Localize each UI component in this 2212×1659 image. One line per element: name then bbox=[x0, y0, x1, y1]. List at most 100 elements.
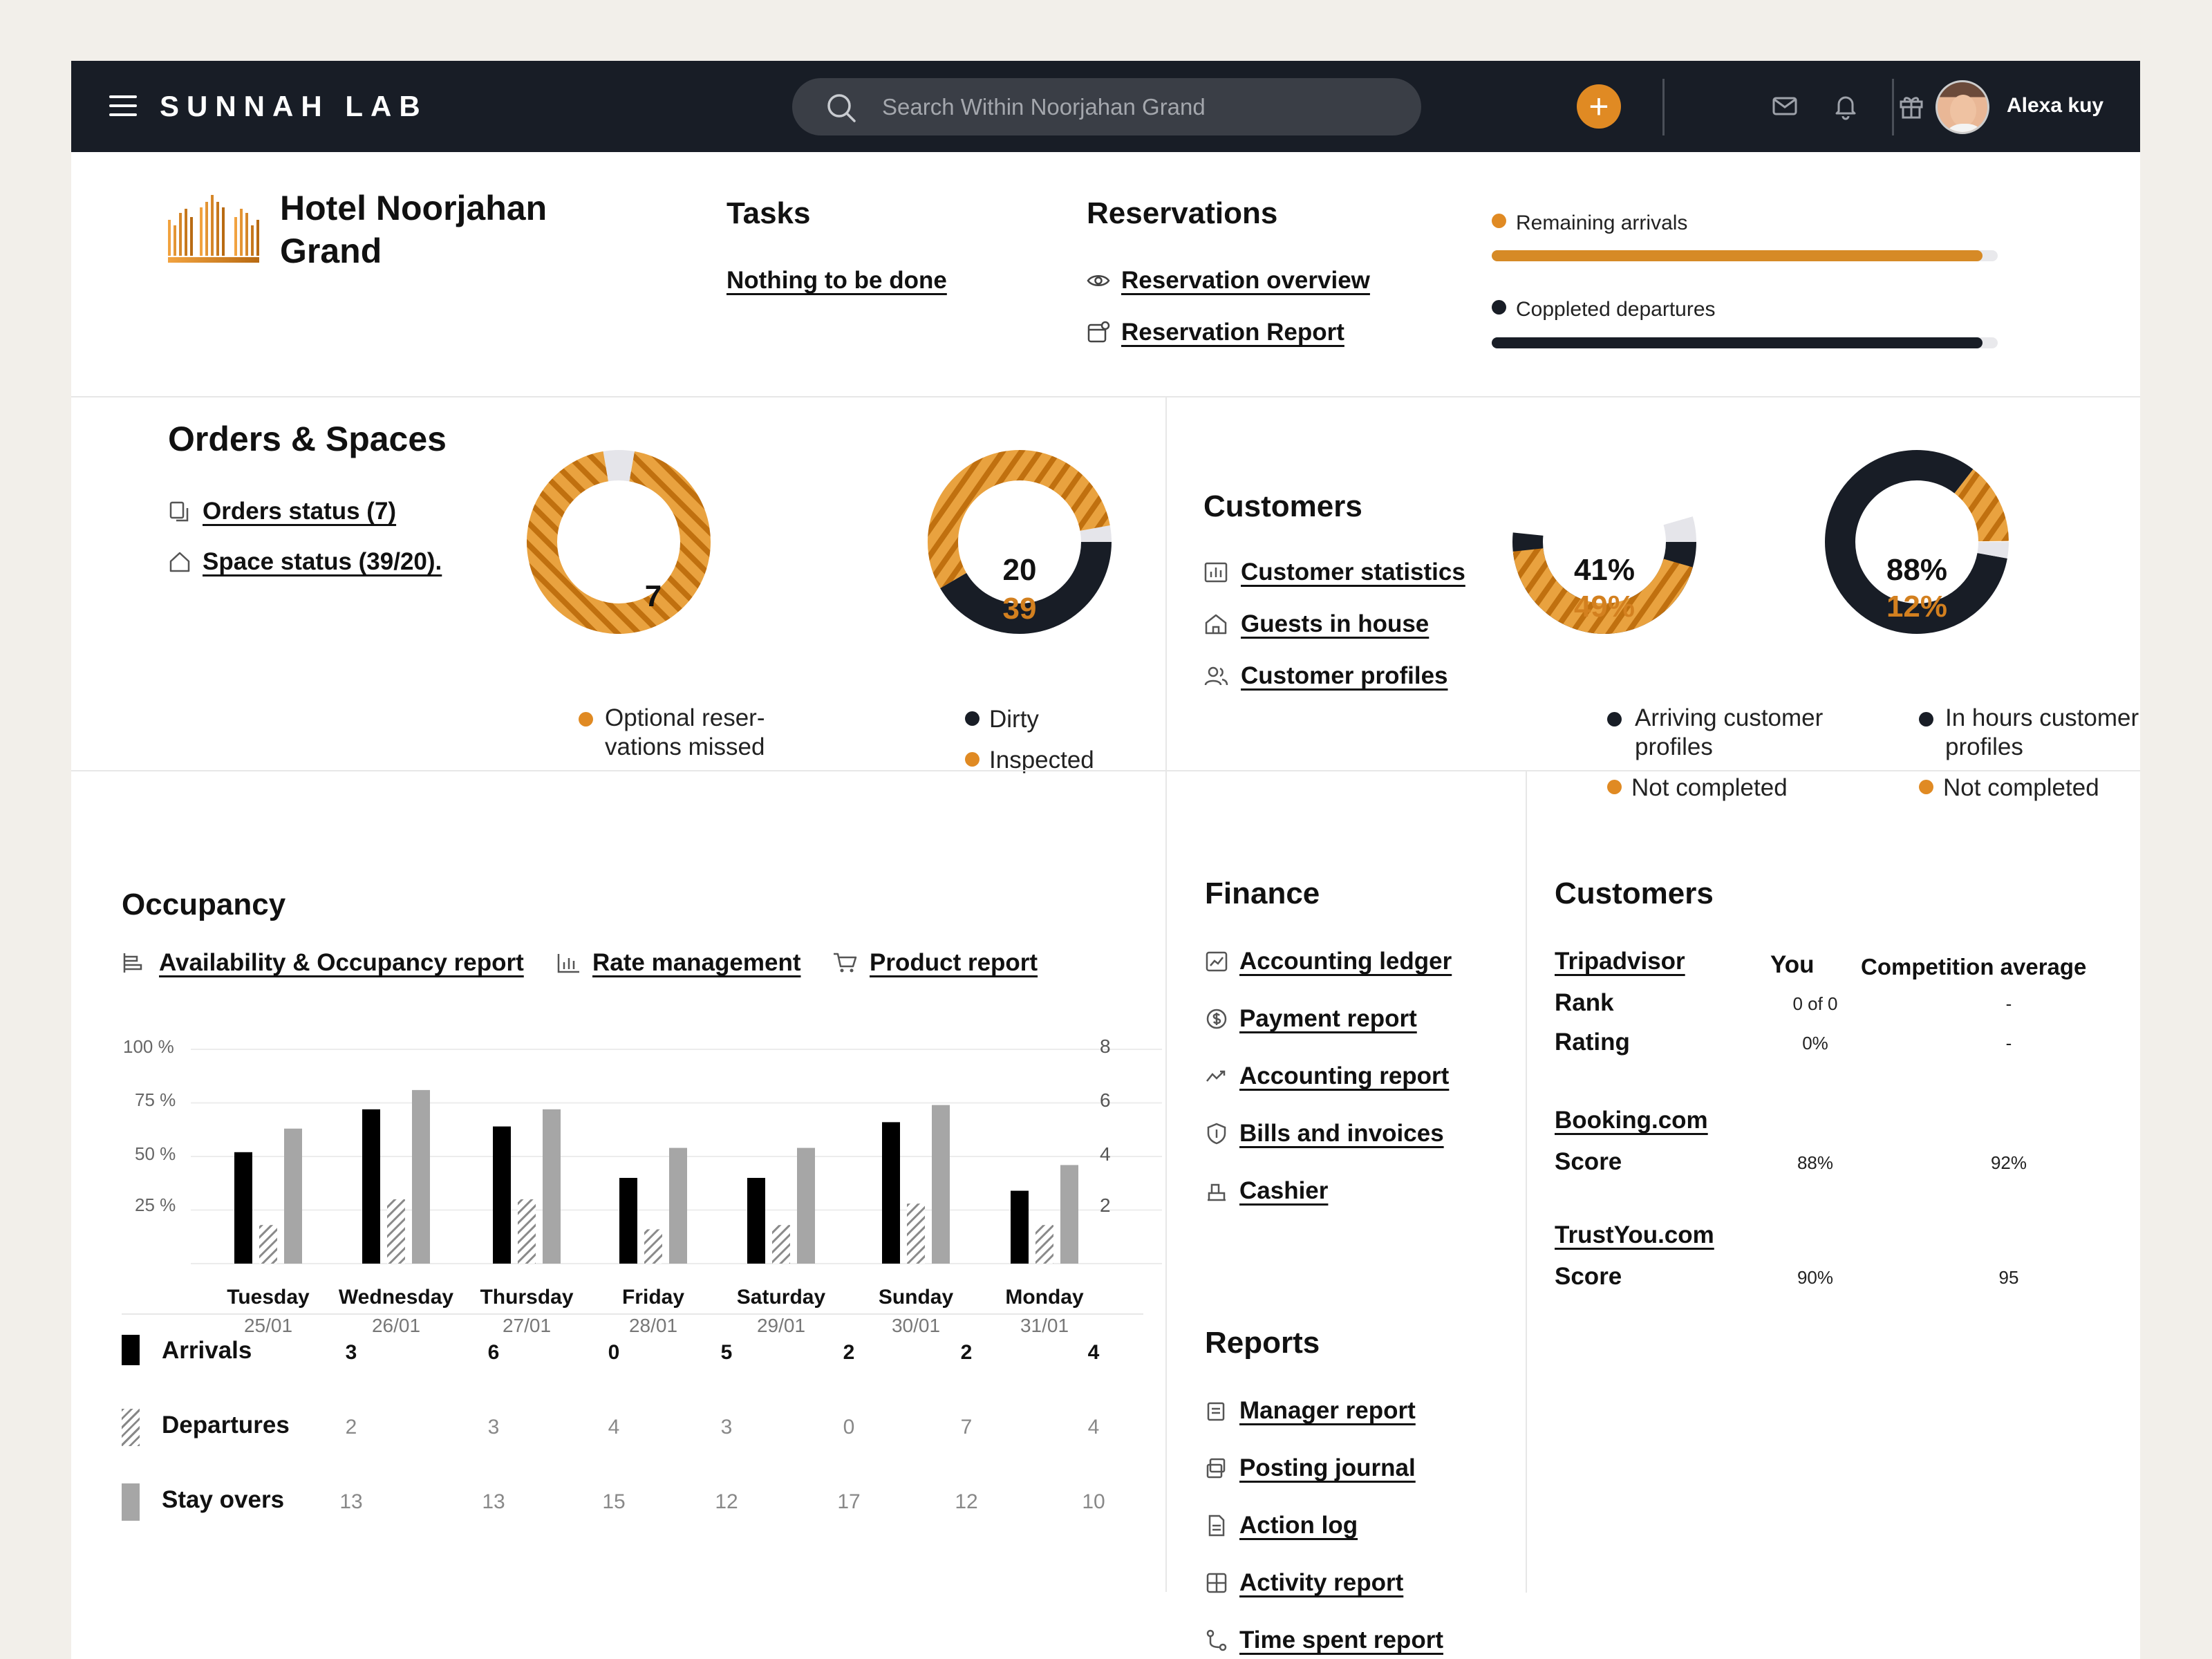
brand-logo-text: SUNNAH LAB bbox=[160, 90, 428, 122]
table-cell: 12 bbox=[955, 1490, 978, 1513]
add-button[interactable]: + bbox=[1577, 84, 1621, 129]
metric-label: Score bbox=[1555, 1148, 1622, 1175]
day-date: 29/01 bbox=[756, 1315, 806, 1336]
finance-link[interactable]: Payment report bbox=[1239, 1005, 1417, 1032]
report-link[interactable]: Time spent report bbox=[1239, 1627, 1443, 1653]
day-date: 27/01 bbox=[502, 1315, 552, 1336]
report-row[interactable]: Posting journal bbox=[1205, 1454, 1416, 1482]
rate-management-row[interactable]: Rate management bbox=[556, 949, 800, 977]
bell-icon[interactable] bbox=[1833, 93, 1859, 120]
metric-you: 0% bbox=[1802, 1033, 1828, 1053]
report-link[interactable]: Manager report bbox=[1239, 1397, 1416, 1424]
review-source-link[interactable]: TrustYou.com bbox=[1555, 1221, 1714, 1248]
grid-icon bbox=[1206, 1573, 1227, 1593]
customer-statistics-row[interactable]: Customer statistics bbox=[1203, 559, 1465, 586]
day-name: Friday bbox=[621, 1286, 685, 1309]
report-row[interactable]: Activity report bbox=[1205, 1569, 1403, 1597]
day-date: 28/01 bbox=[628, 1315, 678, 1336]
search-bar[interactable] bbox=[792, 78, 1421, 135]
not-completed-legend-2: Not completed bbox=[1919, 774, 2099, 803]
space-status-link[interactable]: Space status (39/20). bbox=[203, 548, 442, 575]
customer-statistics-link[interactable]: Customer statistics bbox=[1241, 559, 1465, 585]
bar-stay-overs bbox=[932, 1105, 950, 1264]
report-row[interactable]: Time spent report bbox=[1205, 1627, 1443, 1654]
metric-competition: - bbox=[2005, 1033, 2012, 1053]
day-label: Friday 28/01 bbox=[584, 1286, 722, 1337]
metric-you: 90% bbox=[1797, 1267, 1834, 1288]
user-name[interactable]: Alexa kuy bbox=[2007, 94, 2104, 117]
day-name: Saturday bbox=[736, 1286, 826, 1309]
finance-row[interactable]: Cashier bbox=[1205, 1177, 1328, 1205]
reservation-overview-link[interactable]: Reservation overview bbox=[1121, 267, 1370, 294]
finance-link[interactable]: Cashier bbox=[1239, 1177, 1329, 1204]
dashboard-frame: SUNNAH LAB + Alexa kuy bbox=[71, 61, 2140, 1659]
tasks-title: Tasks bbox=[727, 196, 811, 230]
donut-chart-dirty-inspected bbox=[928, 450, 1112, 634]
space-status-row[interactable]: Space status (39/20). bbox=[168, 548, 442, 576]
finance-row[interactable]: Accounting report bbox=[1205, 1062, 1449, 1090]
departures-label: Departures bbox=[162, 1412, 290, 1438]
finance-row[interactable]: Accounting ledger bbox=[1205, 948, 1452, 975]
report-link[interactable]: Posting journal bbox=[1239, 1454, 1416, 1481]
toolbar-divider bbox=[1892, 79, 1894, 135]
table-cell: 4 bbox=[1087, 1416, 1100, 1438]
arrivals-label: Arrivals bbox=[162, 1337, 252, 1364]
finance-link[interactable]: Accounting report bbox=[1239, 1062, 1450, 1089]
legend-dot bbox=[1919, 712, 1933, 727]
table-divider bbox=[122, 1313, 1143, 1315]
guests-in-house-link[interactable]: Guests in house bbox=[1241, 610, 1430, 637]
table-cell: 4 bbox=[1087, 1341, 1100, 1364]
user-avatar[interactable] bbox=[1936, 80, 1989, 134]
report-link[interactable]: Activity report bbox=[1239, 1569, 1404, 1596]
report-row[interactable]: Manager report bbox=[1205, 1397, 1416, 1425]
finance-row[interactable]: Bills and invoices bbox=[1205, 1120, 1444, 1147]
reservation-report-row[interactable]: Reservation Report bbox=[1087, 319, 1344, 346]
reservation-report-link[interactable]: Reservation Report bbox=[1121, 319, 1344, 346]
search-input[interactable] bbox=[882, 78, 1394, 135]
completed-departures-label: Coppleted departures bbox=[1516, 298, 1716, 321]
product-report-link[interactable]: Product report bbox=[870, 949, 1038, 976]
finance-link[interactable]: Bills and invoices bbox=[1239, 1120, 1444, 1147]
bar-chart-icon bbox=[557, 954, 579, 973]
in-hours-profiles-legend: In hours customer profiles bbox=[1919, 704, 2139, 762]
hamburger-menu-icon[interactable] bbox=[109, 95, 137, 118]
customer-profiles-link[interactable]: Customer profiles bbox=[1241, 662, 1448, 689]
y-tick-75: 75 % bbox=[135, 1089, 176, 1110]
review-source-link[interactable]: Tripadvisor bbox=[1555, 948, 1685, 975]
table-cell: 7 bbox=[960, 1416, 973, 1438]
finance-row[interactable]: Payment report bbox=[1205, 1005, 1417, 1033]
donut4-bottom-value: 12% bbox=[1886, 590, 1948, 624]
inspected-legend: Inspected bbox=[965, 746, 1094, 775]
customers-comparison-title: Customers bbox=[1555, 877, 1714, 910]
house-icon bbox=[169, 552, 190, 572]
column-divider bbox=[1526, 770, 1527, 1593]
legend-dot bbox=[579, 712, 593, 727]
top-bar: SUNNAH LAB + Alexa kuy bbox=[71, 61, 2140, 152]
report-row[interactable]: Action log bbox=[1205, 1512, 1358, 1539]
metric-label: Rating bbox=[1555, 1029, 1630, 1056]
customer-profiles-row[interactable]: Customer profiles bbox=[1203, 662, 1448, 690]
shield-dollar-icon bbox=[1207, 1123, 1226, 1145]
table-cell: 13 bbox=[339, 1490, 363, 1513]
y-tick-100: 100 % bbox=[123, 1036, 174, 1057]
finance-link[interactable]: Accounting ledger bbox=[1239, 948, 1452, 975]
day-label: Sunday 30/01 bbox=[847, 1286, 985, 1337]
gift-icon[interactable] bbox=[1897, 93, 1925, 120]
tasks-link[interactable]: Nothing to be done bbox=[727, 267, 947, 294]
bar-stay-overs bbox=[543, 1109, 561, 1264]
availability-report-row[interactable]: Availability & Occupancy report bbox=[122, 949, 524, 977]
review-source-link[interactable]: Booking.com bbox=[1555, 1107, 1708, 1134]
day-label: Monday 31/01 bbox=[975, 1286, 1114, 1337]
bar-departures bbox=[1035, 1225, 1053, 1264]
orders-status-row[interactable]: Orders status (7) bbox=[168, 498, 396, 525]
completed-departures-bar bbox=[1492, 337, 1998, 348]
product-report-row[interactable]: Product report bbox=[832, 949, 1038, 977]
guests-in-house-row[interactable]: Guests in house bbox=[1203, 610, 1429, 638]
report-link[interactable]: Action log bbox=[1239, 1512, 1358, 1539]
reservation-overview-row[interactable]: Reservation overview bbox=[1087, 267, 1370, 294]
availability-occupancy-link[interactable]: Availability & Occupancy report bbox=[159, 949, 524, 976]
orders-status-link[interactable]: Orders status (7) bbox=[203, 498, 397, 525]
rate-management-link[interactable]: Rate management bbox=[592, 949, 801, 976]
table-cell: 3 bbox=[345, 1341, 357, 1364]
mail-icon[interactable] bbox=[1772, 93, 1798, 119]
